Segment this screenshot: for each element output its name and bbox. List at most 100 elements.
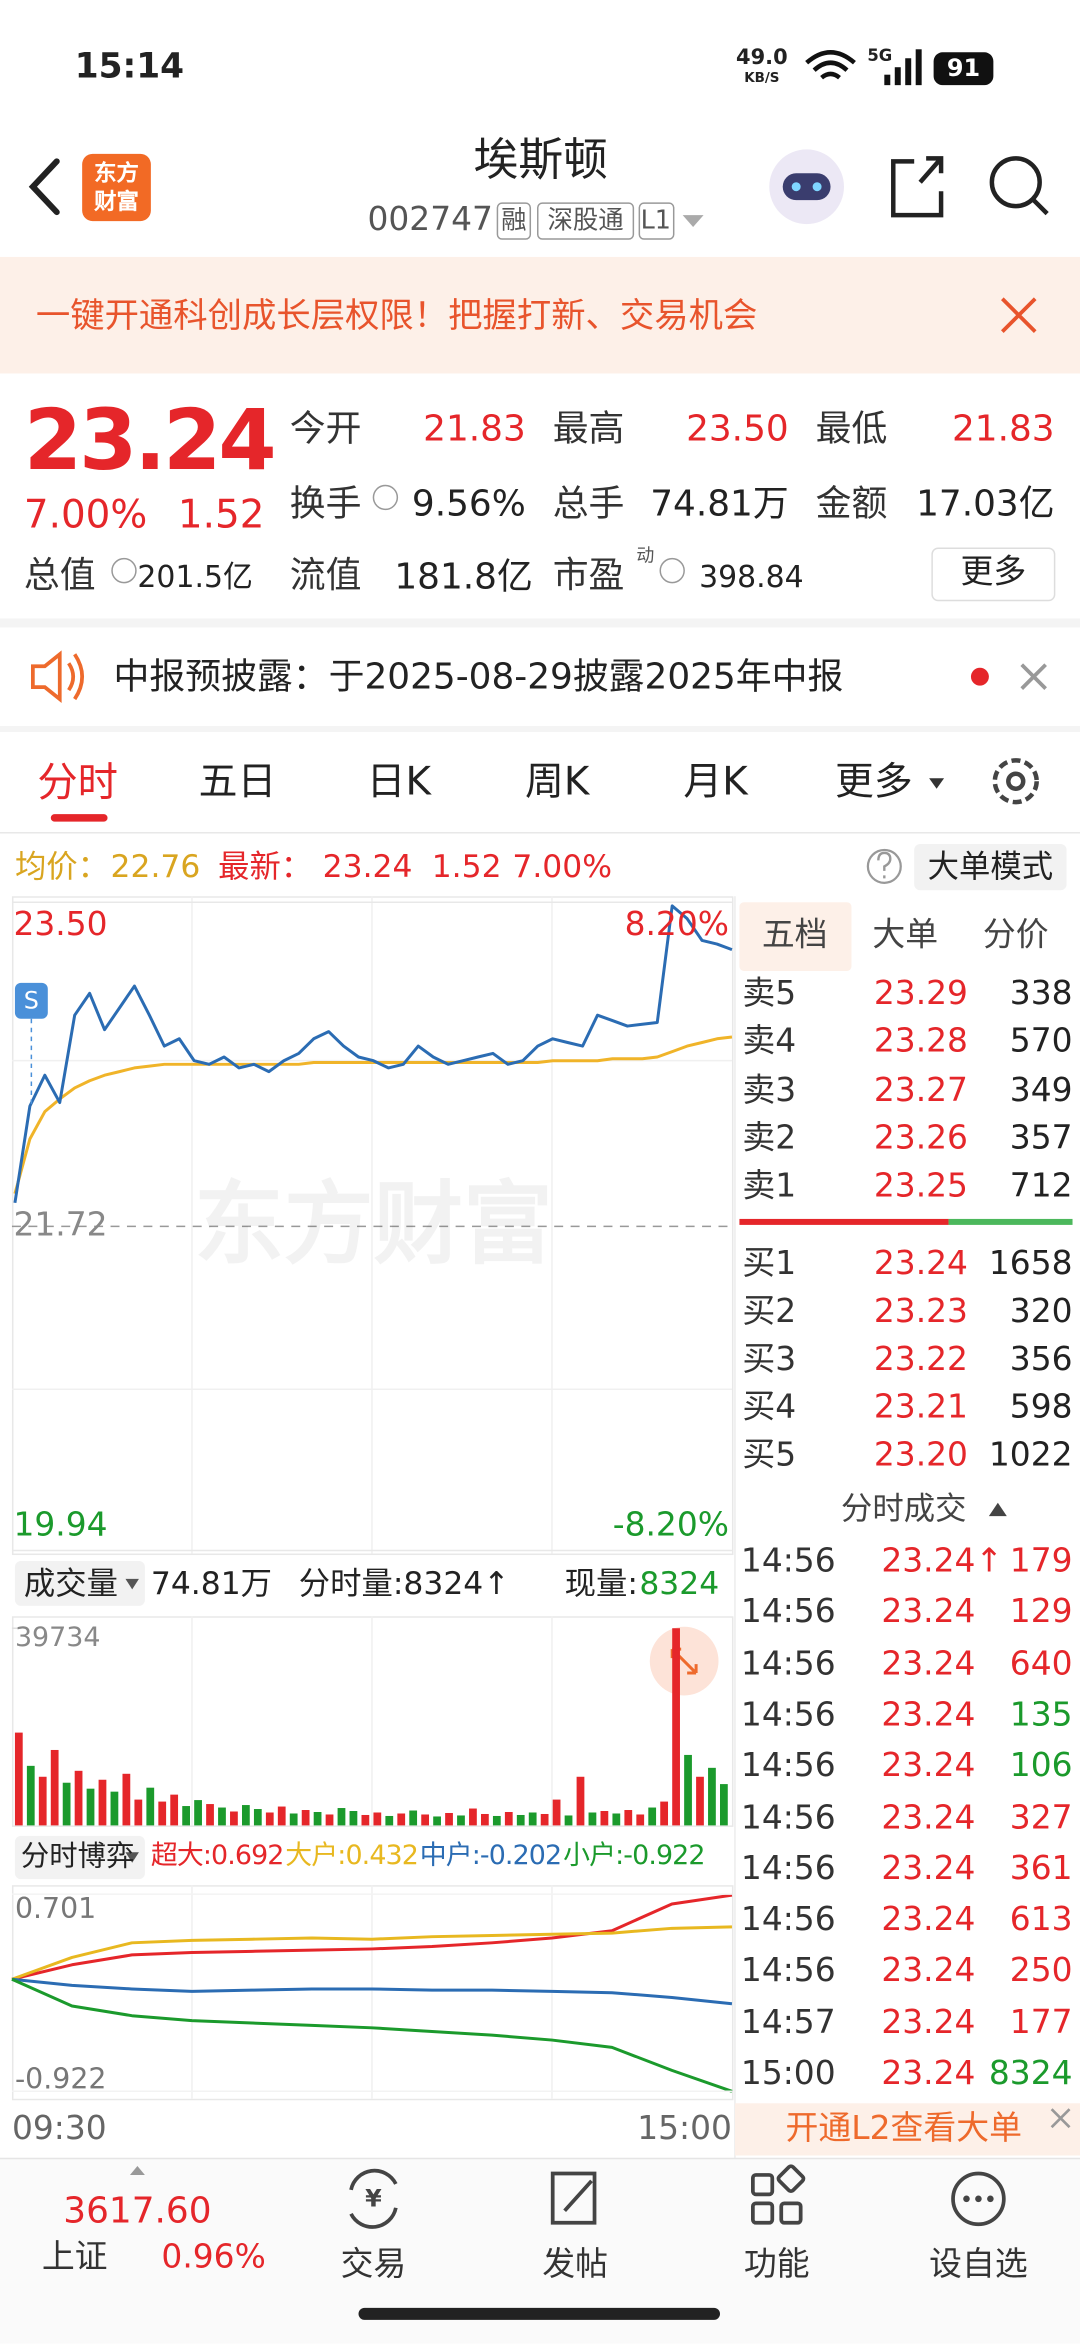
volume-bar xyxy=(206,1804,214,1826)
assistant-avatar[interactable] xyxy=(769,149,844,225)
index-value[interactable]: 3617.60 xyxy=(63,2189,212,2232)
field-label: 流值 xyxy=(289,554,362,597)
grid-lines xyxy=(191,1885,553,2099)
last-price: 23.24 xyxy=(322,847,413,884)
book-price: 23.26 xyxy=(873,1119,968,1158)
settings-button[interactable] xyxy=(992,758,1039,805)
book-price: 23.23 xyxy=(873,1293,968,1331)
volume-bar xyxy=(409,1810,418,1826)
trade-time: 14:56 xyxy=(740,1594,836,1632)
tab[interactable]: 更多 xyxy=(835,760,913,806)
book-volume: 338 xyxy=(1009,975,1073,1013)
trades-title[interactable]: 分时成交 xyxy=(840,1490,967,1526)
index-name[interactable]: 上证 xyxy=(41,2239,108,2277)
badge: 深股通 xyxy=(547,205,624,236)
watchlist-icon[interactable] xyxy=(951,2171,1006,2227)
book-tab[interactable]: 分价 xyxy=(982,917,1049,955)
close-notice[interactable] xyxy=(1020,663,1047,690)
expand-arrow[interactable] xyxy=(129,2165,145,2175)
info-icon[interactable] xyxy=(659,557,685,584)
stock-name: 埃斯顿 xyxy=(473,134,608,187)
book-tab[interactable]: 五档 xyxy=(761,917,828,955)
volume-bar xyxy=(14,1732,23,1826)
tab[interactable]: 五日 xyxy=(198,760,277,806)
trade-time: 14:56 xyxy=(740,1748,836,1786)
percent-label: -8.20% xyxy=(612,1507,729,1545)
avg-price: 22.76 xyxy=(110,847,201,884)
l2-banner-text[interactable]: 开通L2查看大单 xyxy=(785,2110,1022,2149)
back-button[interactable] xyxy=(28,158,60,216)
sort-arrow[interactable] xyxy=(988,1502,1007,1517)
book-tab[interactable]: 大单 xyxy=(872,917,939,955)
trade-time: 15:00 xyxy=(740,2055,836,2093)
volume-bar xyxy=(504,1812,513,1826)
trade-volume: 135 xyxy=(1009,1696,1073,1735)
book-volume: 320 xyxy=(1009,1293,1073,1331)
divider xyxy=(0,618,1080,628)
book-volume: 598 xyxy=(1009,1389,1073,1427)
nav-item[interactable]: 功能 xyxy=(743,2246,810,2284)
volume-bar xyxy=(469,1808,477,1826)
trade-volume: 179 xyxy=(1009,1543,1073,1581)
volume-bar xyxy=(516,1814,525,1826)
trade-time: 14:57 xyxy=(740,2004,836,2042)
volume-bar xyxy=(624,1810,633,1826)
tab[interactable]: 月K xyxy=(683,760,748,806)
info-icon[interactable] xyxy=(372,484,399,511)
volume-bar xyxy=(98,1779,107,1826)
expand-icon xyxy=(670,1647,698,1675)
close-banner[interactable] xyxy=(1001,297,1037,333)
book-label: 卖5 xyxy=(742,975,797,1013)
volume-bar xyxy=(636,1814,645,1826)
nav-item[interactable]: 设自选 xyxy=(929,2246,1028,2284)
close-l2[interactable] xyxy=(1050,2108,1071,2129)
indicator-selector[interactable]: 成交量 xyxy=(23,1564,119,1601)
nav-item[interactable]: 交易 xyxy=(340,2246,407,2284)
search-button[interactable] xyxy=(989,156,1049,216)
change-amount: 1.52 xyxy=(431,847,502,884)
dropdown-arrow[interactable] xyxy=(929,778,945,789)
tab[interactable]: 日K xyxy=(366,760,432,806)
book-price: 23.21 xyxy=(873,1389,968,1427)
volume-bar xyxy=(265,1812,274,1826)
bid-bar xyxy=(948,1218,1073,1225)
field-value: 201.5亿 xyxy=(137,558,253,595)
tab[interactable]: 分时 xyxy=(37,759,119,806)
index-change[interactable]: 0.96% xyxy=(161,2239,266,2277)
volume-bar xyxy=(110,1791,119,1826)
change-percent: 7.00% xyxy=(512,847,613,884)
dropdown-arrow[interactable] xyxy=(125,1578,139,1590)
banner-text[interactable]: 一键开通科创成长层权限！把握打新、交易机会 xyxy=(35,296,758,336)
tab[interactable]: 周K xyxy=(525,760,590,806)
info-icon[interactable] xyxy=(111,557,137,584)
help-button[interactable] xyxy=(866,848,902,884)
volume-bar xyxy=(588,1812,597,1826)
volume-bar xyxy=(457,1815,465,1826)
book-price: 23.28 xyxy=(873,1023,968,1061)
post-icon[interactable] xyxy=(550,2171,597,2225)
change-percent: 7.00% xyxy=(23,492,148,538)
mode-button-label[interactable]: 大单模式 xyxy=(927,847,1054,884)
field-value: 23.50 xyxy=(686,407,789,450)
volume-bar xyxy=(421,1814,430,1826)
function-icon[interactable] xyxy=(750,2164,806,2225)
field-label: 最高 xyxy=(552,407,625,450)
volume-bar xyxy=(385,1815,394,1826)
more-button-label[interactable]: 更多 xyxy=(960,554,1027,592)
expand-button[interactable] xyxy=(649,1626,719,1696)
notice-text[interactable]: 中报预披露：于2025-08-29披露2025年中报 xyxy=(113,655,844,698)
trade-price: 23.24 xyxy=(881,1696,976,1735)
nav-item[interactable]: 发帖 xyxy=(542,2246,608,2284)
volume-bar xyxy=(182,1806,191,1826)
indicator-selector[interactable]: 分时博弈 xyxy=(20,1839,135,1873)
speaker-icon xyxy=(30,650,85,703)
volume-bar xyxy=(708,1767,716,1826)
volume-bar xyxy=(158,1801,167,1826)
dropdown-arrow[interactable] xyxy=(682,215,704,228)
share-button[interactable] xyxy=(891,156,944,218)
book-volume: 712 xyxy=(1009,1168,1073,1206)
trade-price: 23.24 xyxy=(881,2004,976,2042)
volume-bar xyxy=(433,1816,441,1826)
field-sup: 动 xyxy=(636,545,655,567)
